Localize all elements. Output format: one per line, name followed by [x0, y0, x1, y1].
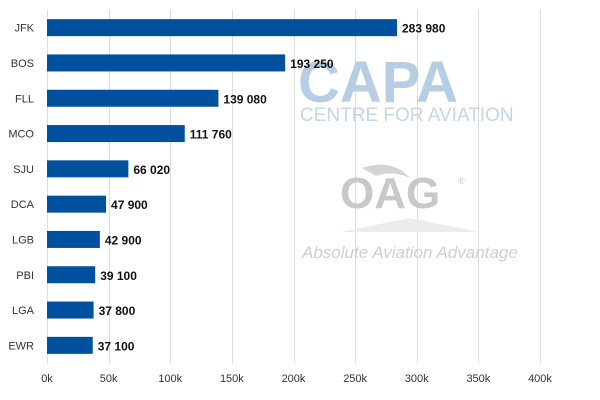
category-label: SJU	[13, 164, 34, 176]
category-label: EWR	[8, 340, 34, 352]
capa-watermark: CAPA CENTRE FOR AVIATION	[298, 50, 514, 126]
x-tick-label: 200k	[282, 373, 306, 385]
data-label: 139 080	[223, 92, 267, 106]
category-label: MCO	[8, 129, 34, 141]
category-label: LGA	[12, 305, 35, 317]
data-label: 39 100	[100, 269, 137, 283]
x-tick-label: 150k	[220, 373, 244, 385]
data-label: 42 900	[105, 233, 142, 247]
bar-jfk	[47, 19, 398, 37]
x-axis: 0k 50k 100k 150k 200k 250k 300k 350k 400k	[41, 373, 552, 385]
oag-watermark: OAG ® Absolute Aviation Advantage	[301, 164, 518, 262]
category-labels: JFK BOS FLL MCO SJU DCA LGB PBI LGA EWR	[8, 23, 34, 353]
capa-logo: CAPA	[298, 50, 458, 115]
bar-mco	[47, 125, 185, 143]
x-tick-label: 400k	[528, 373, 552, 385]
category-label: FLL	[15, 93, 34, 105]
bar-lga	[47, 301, 94, 319]
bar-sju	[47, 160, 129, 178]
bar-ewr	[47, 336, 93, 354]
x-tick-label: 350k	[466, 373, 490, 385]
x-tick-label: 250k	[343, 373, 367, 385]
category-label: LGB	[12, 234, 34, 246]
category-label: DCA	[11, 199, 35, 211]
oag-divider	[340, 218, 480, 232]
data-label: 111 760	[190, 128, 232, 142]
bars	[47, 19, 398, 354]
category-label: JFK	[14, 23, 34, 35]
oag-tagline: Absolute Aviation Advantage	[301, 243, 518, 262]
category-label: BOS	[11, 58, 34, 70]
data-label: 47 900	[111, 198, 148, 212]
data-label: 193 250	[290, 57, 334, 71]
oag-swoosh-icon	[362, 164, 410, 178]
category-label: PBI	[16, 270, 34, 282]
bar-pbi	[47, 266, 96, 284]
bar-fll	[47, 89, 219, 107]
data-label: 37 100	[98, 339, 135, 353]
oag-logo: OAG	[340, 169, 440, 218]
bar-bos	[47, 54, 286, 72]
data-label: 37 800	[99, 304, 136, 318]
x-tick-label: 50k	[100, 373, 118, 385]
x-tick-label: 300k	[405, 373, 429, 385]
capa-tagline: CENTRE FOR AVIATION	[300, 105, 514, 126]
bar-dca	[47, 195, 107, 213]
bar-lgb	[47, 230, 100, 248]
x-tick-label: 100k	[158, 373, 182, 385]
x-tick-label: 0k	[41, 373, 53, 385]
data-label: 66 020	[133, 163, 170, 177]
data-labels: 283 980 193 250 139 080 111 760 66 020 47 900…	[98, 22, 446, 354]
data-label: 283 980	[402, 22, 446, 36]
oag-registered-mark: ®	[458, 176, 465, 186]
